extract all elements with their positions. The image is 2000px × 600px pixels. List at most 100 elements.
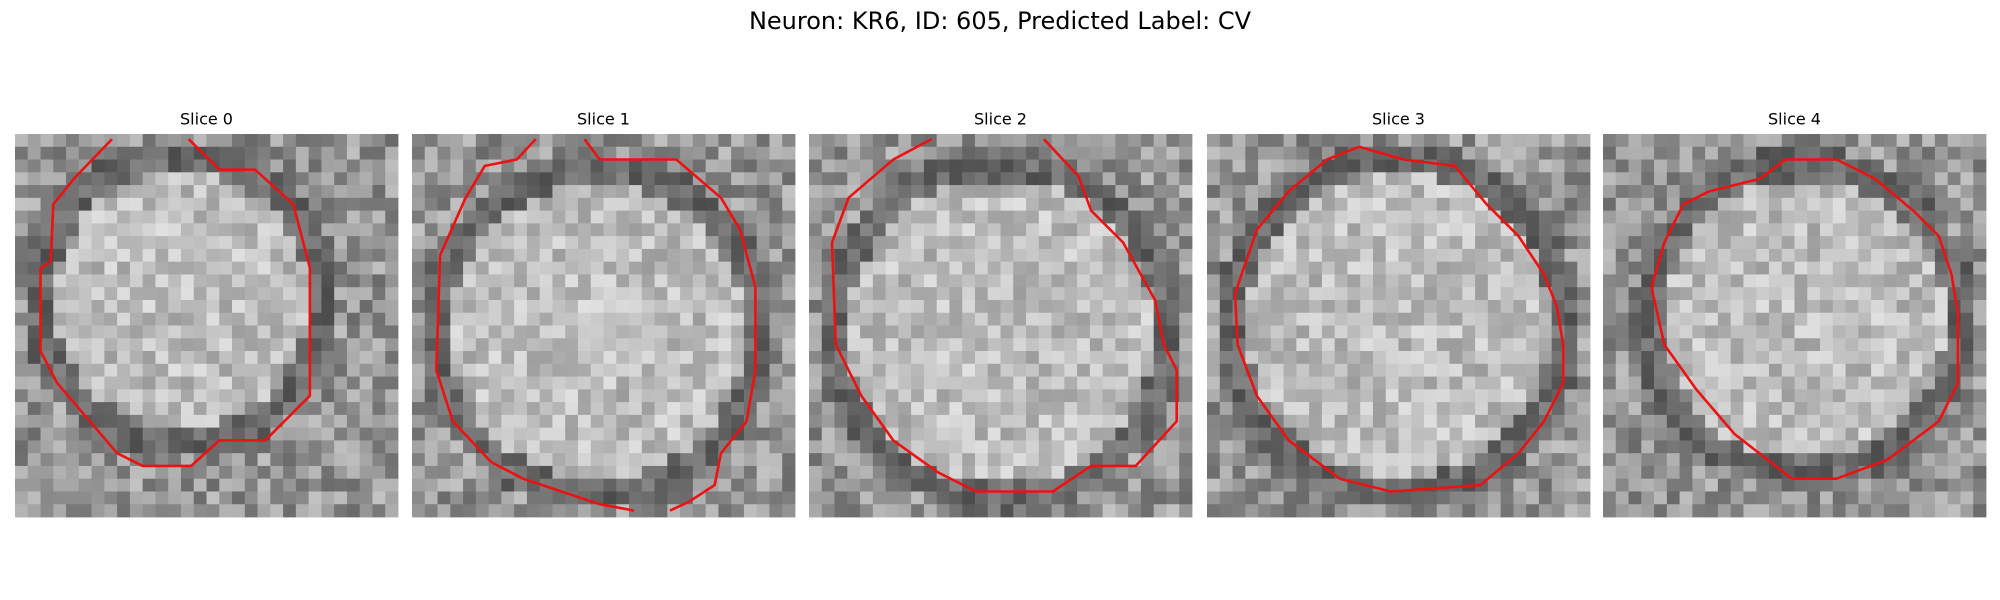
pixel <box>743 146 758 160</box>
pixel <box>860 465 874 480</box>
pixel <box>769 159 783 173</box>
pixel <box>821 427 835 441</box>
pixel <box>1000 299 1014 314</box>
pixel <box>15 389 29 403</box>
pixel <box>847 427 861 441</box>
pixel <box>603 491 617 505</box>
pixel <box>283 299 297 314</box>
pixel <box>1270 453 1284 467</box>
pixel <box>168 491 182 505</box>
pixel <box>1245 261 1259 275</box>
pixel <box>1064 325 1078 339</box>
pixel <box>27 134 41 148</box>
pixel <box>463 146 477 160</box>
pixel <box>1385 172 1399 186</box>
pixel <box>962 210 976 224</box>
pixel <box>654 274 668 288</box>
pixel <box>1385 287 1399 301</box>
pixel <box>526 261 541 275</box>
pixel <box>692 338 707 352</box>
pixel <box>180 210 195 224</box>
pixel <box>539 363 553 377</box>
pixel <box>1475 312 1489 326</box>
pixel <box>257 351 271 365</box>
pixel <box>1564 504 1578 518</box>
pixel <box>1179 465 1193 480</box>
pixel <box>78 146 92 160</box>
pixel <box>1666 185 1680 199</box>
pixel <box>1730 325 1744 339</box>
pixel <box>821 223 835 237</box>
pixel <box>1603 146 1617 160</box>
pixel <box>450 491 464 505</box>
pixel <box>743 491 758 505</box>
pixel <box>244 351 258 365</box>
pixel <box>1768 363 1783 377</box>
pixel <box>1398 287 1412 301</box>
contour <box>434 138 635 512</box>
pixel <box>1487 236 1502 250</box>
pixel <box>1564 159 1578 173</box>
pixel <box>514 402 528 416</box>
pixel <box>1896 223 1910 237</box>
pixel <box>616 478 630 492</box>
pixel <box>1385 274 1399 288</box>
pixel <box>1219 338 1233 352</box>
pixel <box>1513 338 1527 352</box>
pixel <box>1321 223 1336 237</box>
pixel <box>1666 453 1680 467</box>
pixel <box>1666 440 1680 454</box>
pixel <box>1000 363 1014 377</box>
pixel <box>769 299 783 314</box>
pixel <box>321 223 335 237</box>
pixel <box>616 389 630 403</box>
pixel <box>987 261 1001 275</box>
pixel <box>949 504 963 518</box>
pixel <box>359 504 373 518</box>
pixel <box>1871 261 1885 275</box>
pixel <box>1768 134 1783 148</box>
pixel <box>911 236 925 250</box>
pixel <box>1551 427 1565 441</box>
pixel <box>488 440 502 454</box>
pixel <box>1551 261 1565 275</box>
pixel <box>552 351 566 365</box>
pixel <box>1781 248 1795 263</box>
pixel <box>1730 465 1744 480</box>
pixel <box>501 414 515 429</box>
pixel <box>821 402 835 416</box>
pixel <box>1347 185 1361 199</box>
pixel <box>552 465 566 480</box>
pixel <box>590 261 604 275</box>
pixel <box>1089 134 1104 148</box>
pixel <box>577 146 592 160</box>
pixel <box>692 287 707 301</box>
pixel <box>692 440 707 454</box>
pixel <box>1909 159 1923 173</box>
pixel <box>104 427 118 441</box>
pixel <box>782 389 796 403</box>
pixel <box>1064 172 1078 186</box>
pixel <box>91 376 105 390</box>
pixel <box>667 338 681 352</box>
pixel <box>847 414 861 429</box>
pixel <box>1115 159 1129 173</box>
pixel <box>219 312 233 326</box>
pixel <box>1756 389 1770 403</box>
pixel <box>1013 210 1027 224</box>
pixel <box>463 325 477 339</box>
pixel <box>782 440 796 454</box>
pixel <box>782 287 796 301</box>
pixel <box>488 351 502 365</box>
pixel <box>1153 261 1167 275</box>
pixel <box>1756 312 1770 326</box>
pixel <box>603 210 617 224</box>
pixel <box>53 402 67 416</box>
pixel <box>129 402 144 416</box>
pixel <box>295 453 310 467</box>
pixel <box>1896 236 1910 250</box>
pixel <box>616 440 630 454</box>
pixel <box>1641 236 1655 250</box>
pixel <box>463 236 477 250</box>
pixel <box>1475 159 1489 173</box>
